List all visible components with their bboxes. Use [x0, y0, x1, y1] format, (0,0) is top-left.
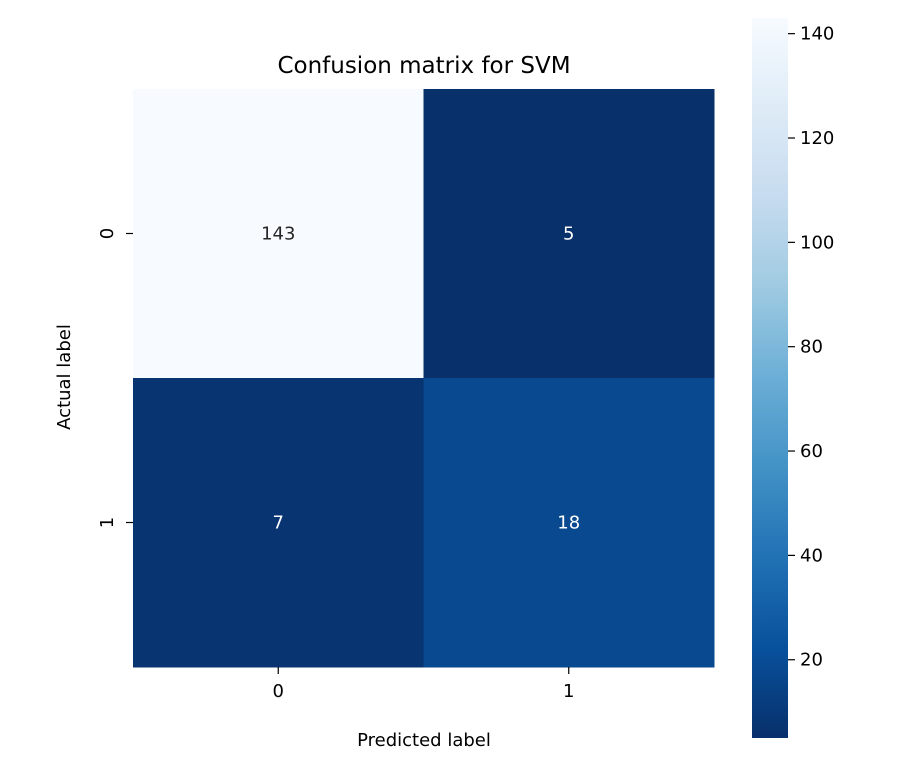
- colorbar-tick-label-0: 20: [800, 650, 823, 671]
- colorbar-tick-label-1: 40: [800, 545, 823, 566]
- x-tick-label-1: 1: [563, 681, 574, 702]
- x-axis-label: Predicted label: [357, 730, 491, 751]
- y-tick-label-1: 1: [97, 517, 118, 528]
- heatmap-cell-1-1: [423, 378, 715, 668]
- colorbar-tick-label-5: 120: [800, 128, 834, 149]
- heatmap-cell-0-1: [423, 89, 715, 379]
- y-axis-label: Actual label: [54, 324, 75, 430]
- heatmap-cell-0-0: [133, 89, 424, 379]
- y-axis-ticks: 01: [97, 228, 133, 528]
- colorbar-tick-label-3: 80: [800, 337, 823, 358]
- heatmap-cell-labels: 143 5 7 18: [261, 224, 580, 534]
- colorbar-ticks: 20 40 60 80 100 120 140: [788, 24, 834, 671]
- y-tick-label-0: 0: [97, 228, 118, 239]
- cell-value-0-0: 143: [261, 224, 295, 245]
- cell-value-1-0: 7: [273, 513, 284, 534]
- x-tick-label-0: 0: [273, 681, 284, 702]
- heatmap-cell-1-0: [133, 378, 424, 668]
- cell-value-1-1: 18: [557, 513, 580, 534]
- colorbar: [752, 18, 788, 738]
- colorbar-tick-label-4: 100: [800, 232, 834, 253]
- colorbar-tick-label-2: 60: [800, 441, 823, 462]
- chart-title: Confusion matrix for SVM: [277, 53, 570, 79]
- colorbar-tick-label-6: 140: [800, 24, 834, 45]
- heatmap-cells: [133, 89, 715, 668]
- cell-value-0-1: 5: [563, 224, 574, 245]
